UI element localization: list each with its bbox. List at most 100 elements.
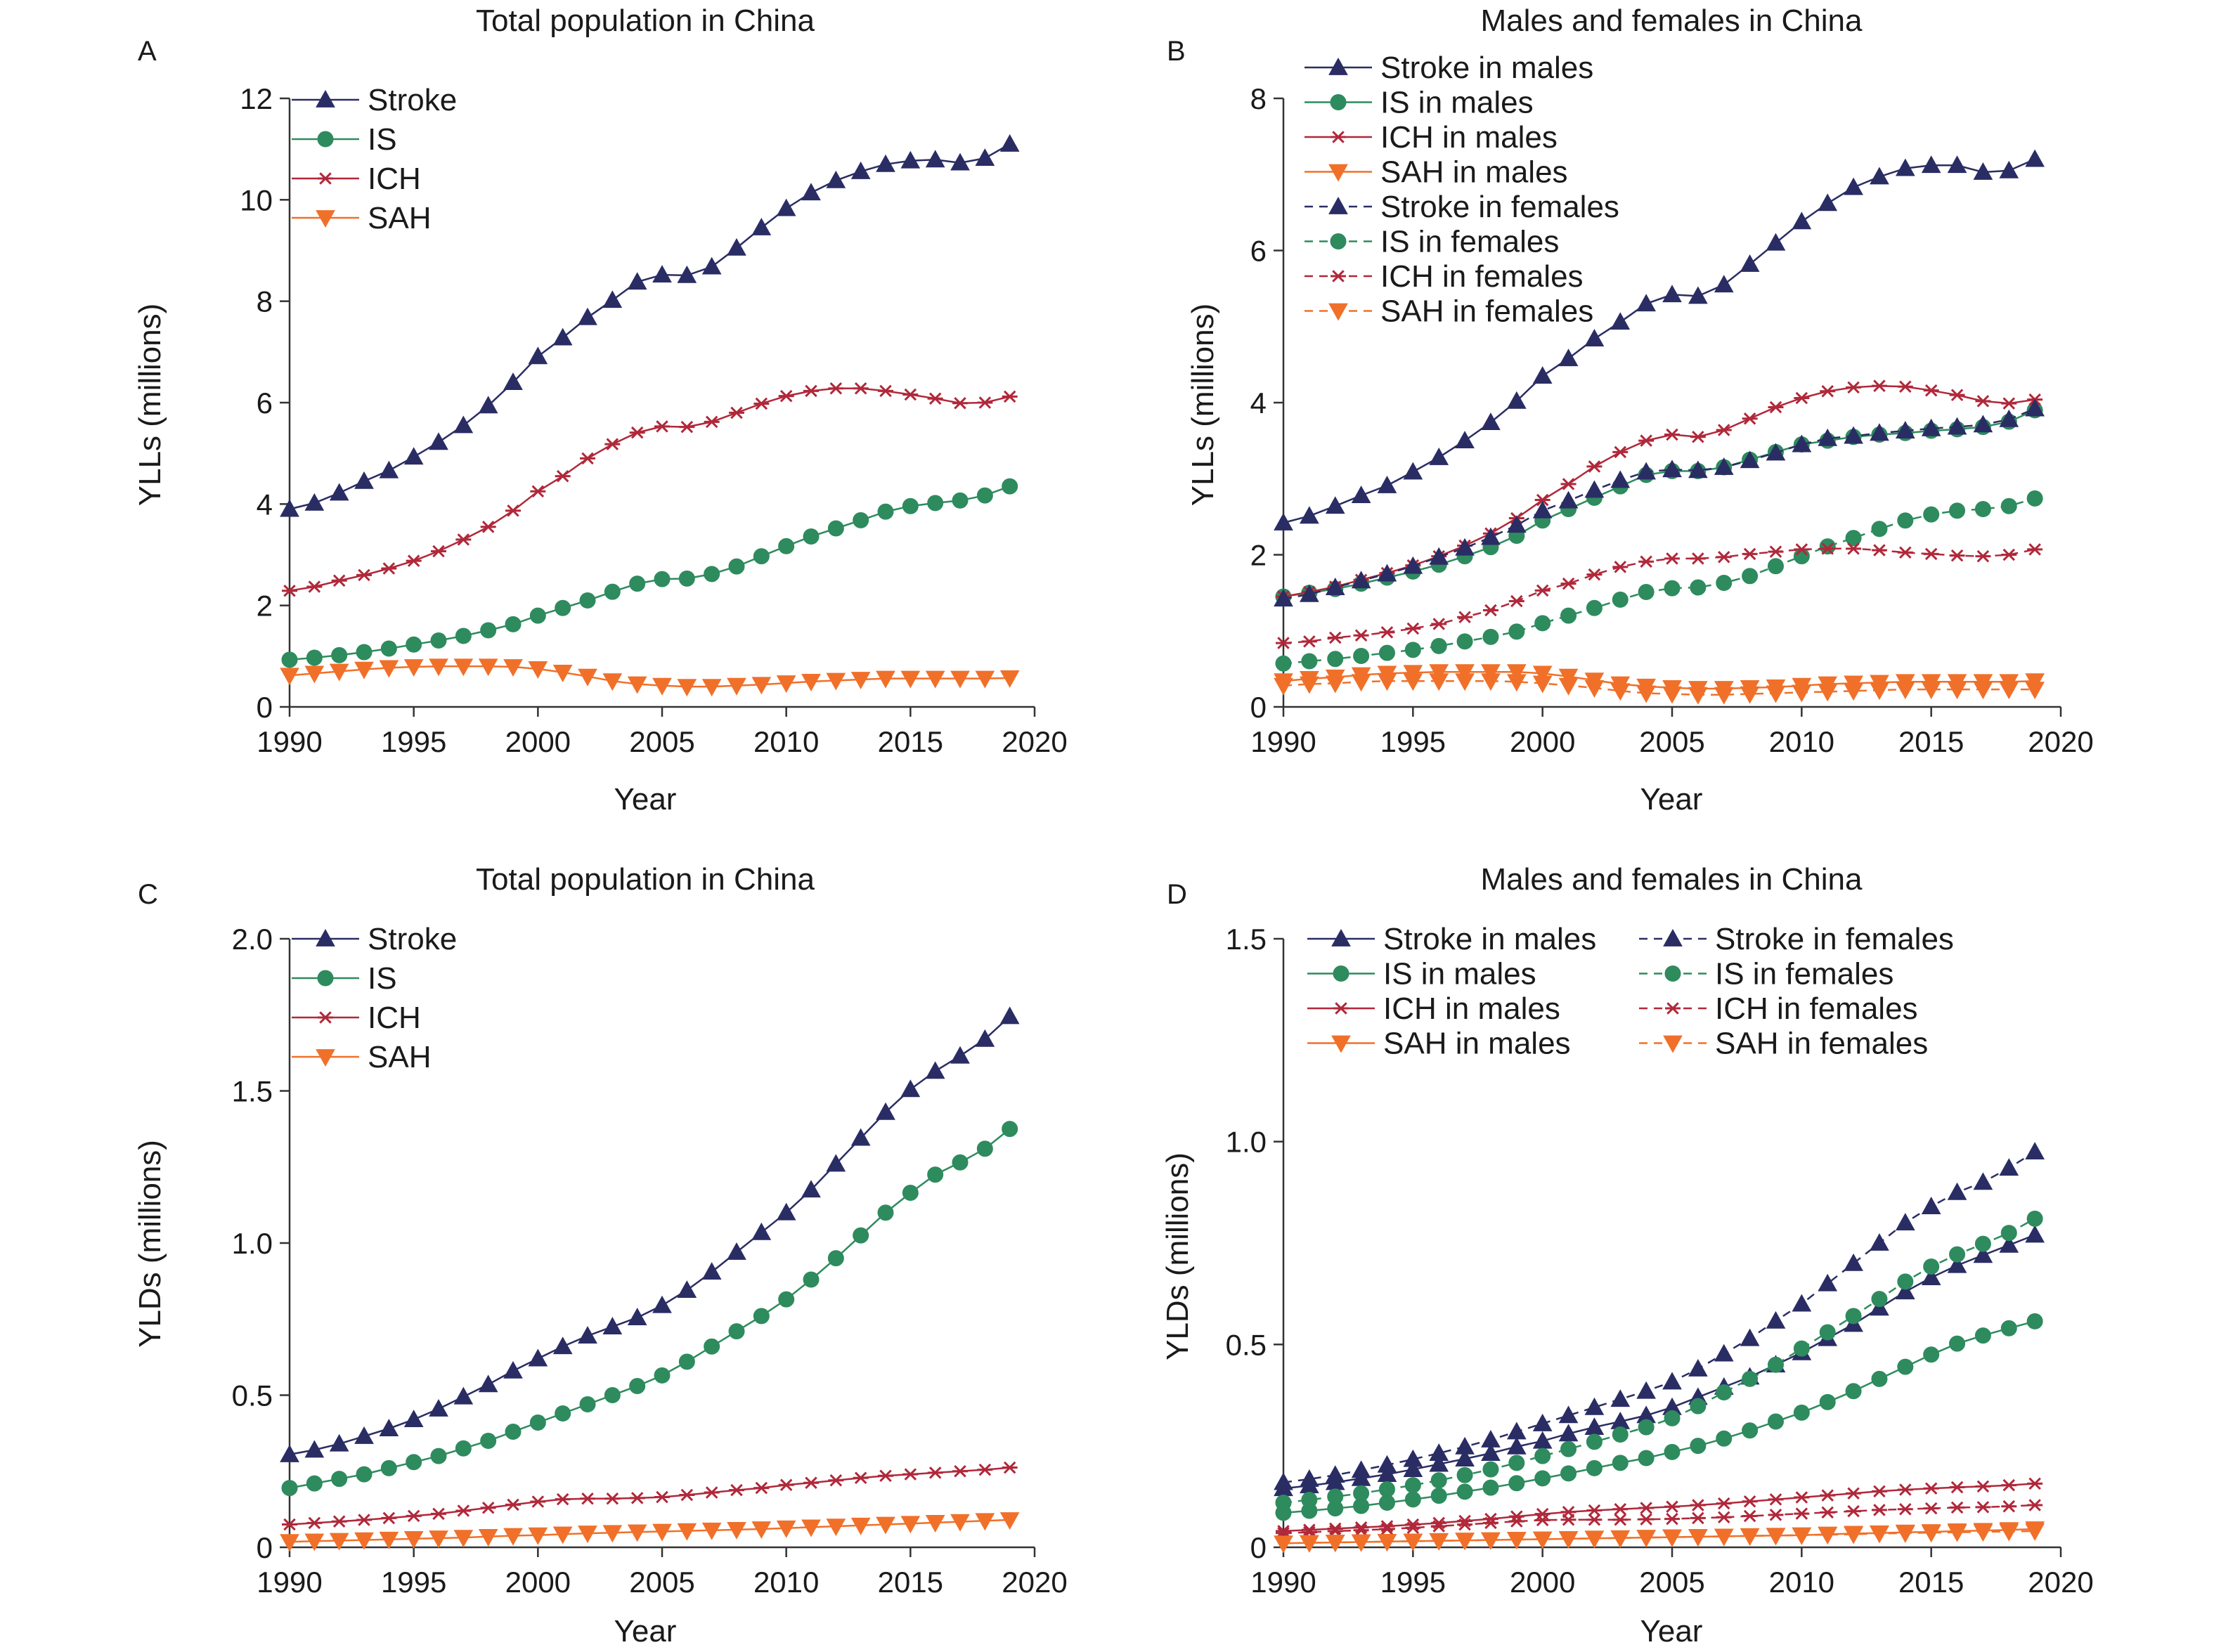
data-point xyxy=(1820,542,1836,555)
data-point xyxy=(1508,1475,1525,1492)
data-point xyxy=(927,1166,944,1183)
data-point xyxy=(728,558,745,575)
y-tick-label: 2 xyxy=(257,590,273,623)
legend-label: SAH in females xyxy=(1380,294,1593,329)
data-point xyxy=(1947,1182,1967,1200)
data-point xyxy=(876,1102,895,1120)
data-point xyxy=(1638,1419,1655,1436)
data-point xyxy=(627,676,647,694)
data-point xyxy=(975,148,995,167)
data-point xyxy=(1560,1513,1577,1526)
data-point xyxy=(1714,275,1734,293)
data-point xyxy=(652,677,672,696)
data-point xyxy=(528,1348,548,1367)
legend-marker xyxy=(1328,164,1348,182)
data-point xyxy=(999,1512,1020,1530)
data-point xyxy=(1276,1525,1291,1537)
data-point xyxy=(1975,1480,1991,1493)
y-tick-label: 1.5 xyxy=(232,1075,273,1108)
data-point xyxy=(1379,1523,1395,1535)
x-tick-label: 2005 xyxy=(1639,1566,1704,1599)
data-point xyxy=(429,1530,448,1549)
data-point xyxy=(1638,584,1655,601)
data-point xyxy=(1456,1466,1473,1483)
data-point xyxy=(1664,580,1681,597)
data-point xyxy=(1664,1512,1680,1526)
data-point xyxy=(528,1527,548,1545)
data-point xyxy=(552,327,573,346)
data-point xyxy=(679,1488,695,1502)
x-tick-label: 1995 xyxy=(1380,1566,1446,1599)
data-point xyxy=(381,562,397,575)
data-point xyxy=(1664,552,1680,565)
data-point xyxy=(555,1492,571,1506)
data-point xyxy=(1923,1346,1940,1363)
data-point xyxy=(528,346,548,365)
data-point xyxy=(1716,550,1732,564)
data-point xyxy=(604,583,621,600)
data-point xyxy=(1921,418,1941,436)
data-point xyxy=(1923,1482,1939,1495)
data-point xyxy=(654,420,670,433)
data-point xyxy=(629,575,646,592)
data-point xyxy=(1378,644,1395,661)
x-tick-label: 2005 xyxy=(629,725,694,758)
x-tick-label: 2010 xyxy=(753,1566,819,1599)
data-point xyxy=(976,487,993,504)
data-point xyxy=(1921,682,1941,700)
series-is-solid xyxy=(281,478,1018,668)
legend-label: IS in males xyxy=(1380,86,1534,120)
data-point xyxy=(552,1336,573,1355)
data-point xyxy=(1766,233,1786,251)
series-sah-solid xyxy=(280,1512,1020,1552)
data-point xyxy=(1353,647,1370,664)
series-ich-dashed xyxy=(1276,542,2043,649)
data-point xyxy=(529,1414,546,1431)
data-point xyxy=(902,388,919,401)
data-point xyxy=(503,1528,523,1546)
data-point xyxy=(925,1515,945,1533)
data-point xyxy=(1740,450,1760,469)
data-point xyxy=(927,495,944,512)
data-point xyxy=(1429,447,1449,465)
legend-marker xyxy=(1331,1035,1351,1053)
data-point xyxy=(306,1475,323,1492)
data-point xyxy=(1610,683,1631,701)
data-point xyxy=(751,677,772,695)
y-tick-label: 0 xyxy=(1250,691,1267,724)
data-point xyxy=(1895,1213,1915,1231)
data-point xyxy=(2027,1499,2043,1511)
y-axis-label: YLDs (millions) xyxy=(133,1140,167,1348)
data-point xyxy=(977,1463,993,1476)
data-point xyxy=(1690,1398,1707,1414)
series-line xyxy=(1283,1528,2035,1544)
data-point xyxy=(1975,395,1991,408)
data-point xyxy=(1844,426,1863,444)
data-point xyxy=(329,1533,349,1551)
data-point xyxy=(1688,286,1708,304)
x-tick-label: 1990 xyxy=(1250,725,1316,758)
data-point xyxy=(1716,424,1732,436)
series-line xyxy=(289,1518,1010,1543)
data-point xyxy=(877,503,894,520)
series-line xyxy=(289,1015,1011,1456)
panel-letter: A xyxy=(138,36,157,67)
data-point xyxy=(1612,445,1629,459)
data-point xyxy=(727,1521,746,1540)
data-point xyxy=(406,554,422,567)
data-point xyxy=(1638,434,1655,447)
data-point xyxy=(1921,1197,1941,1214)
data-point xyxy=(627,272,647,290)
y-tick-label: 0 xyxy=(257,691,273,724)
data-point xyxy=(1405,1521,1421,1535)
data-point xyxy=(1664,1500,1680,1514)
data-point xyxy=(753,1481,770,1495)
data-point xyxy=(902,1468,919,1481)
data-point xyxy=(1586,1433,1603,1450)
data-point xyxy=(1351,674,1371,692)
data-point xyxy=(1404,1477,1421,1494)
data-point xyxy=(455,627,472,644)
data-point xyxy=(602,1525,623,1543)
data-point xyxy=(952,1154,969,1171)
data-point xyxy=(1767,1356,1784,1373)
